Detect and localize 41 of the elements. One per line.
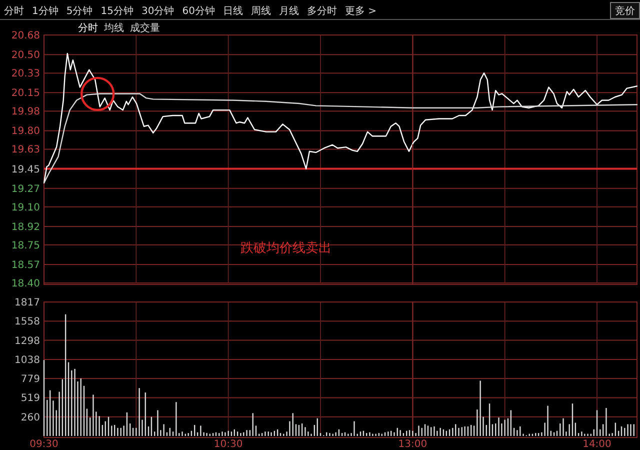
- text: 15分钟: [100, 5, 134, 17]
- text: 60分钟: [182, 5, 215, 17]
- text: 分时: [78, 22, 98, 34]
- text: 成交量: [130, 22, 160, 34]
- text: 多分时: [306, 5, 337, 17]
- x-tick-label: 10:30: [214, 439, 243, 450]
- text: 5分钟: [66, 5, 93, 17]
- x-tick-label: 13:00: [398, 439, 428, 450]
- y-tick-label: 19.27: [11, 184, 40, 195]
- y-tick-label: 18.40: [11, 278, 40, 290]
- y-tick-label: 20.15: [11, 88, 40, 100]
- text: 分时: [4, 5, 24, 17]
- y-tick-label: 1558: [14, 316, 40, 328]
- text: 均线: [103, 22, 124, 34]
- y-tick-label: 19.63: [11, 144, 40, 156]
- y-tick-label: 19.98: [11, 106, 40, 118]
- y-tick-label: 260: [20, 412, 40, 424]
- y-tick-label: 1817: [14, 298, 40, 308]
- y-tick-label: 519: [20, 393, 40, 404]
- x-tick-label: 09:30: [30, 439, 58, 450]
- x-tick-label: 14:00: [582, 439, 612, 450]
- text: 1分钟: [32, 5, 58, 17]
- text: 日线: [222, 5, 243, 17]
- y-tick-label: 19.80: [11, 126, 40, 138]
- text: 30分钟: [141, 5, 174, 17]
- y-tick-label: 20.50: [11, 50, 40, 62]
- y-tick-label: 1298: [14, 336, 40, 347]
- y-tick-label: 19.45: [11, 164, 40, 176]
- y-tick-label: 20.33: [11, 68, 40, 80]
- y-tick-label: 18.92: [11, 222, 40, 233]
- y-tick-label: 19.10: [11, 202, 40, 214]
- y-tick-label: 1038: [14, 354, 40, 366]
- y-tick-label: 18.57: [11, 260, 40, 272]
- y-tick-label: 18.75: [11, 240, 40, 252]
- text: 月线: [278, 5, 299, 17]
- annotation: 跌破均价线卖出: [240, 241, 332, 256]
- text: 周线: [250, 5, 271, 17]
- y-tick-label: 20.68: [11, 30, 40, 42]
- text: 更多 >: [344, 5, 377, 17]
- text: 竞价: [615, 5, 635, 17]
- y-tick-label: 779: [20, 374, 40, 386]
